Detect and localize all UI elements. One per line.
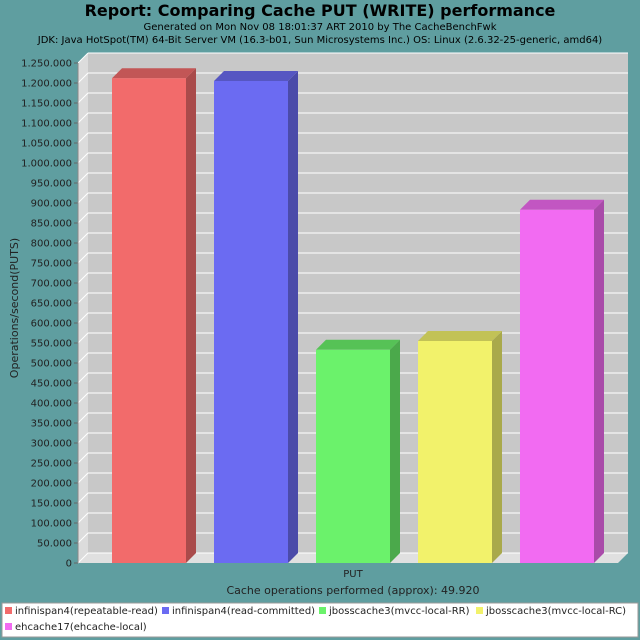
bar-side <box>186 68 196 563</box>
chart-subtitle-1: Generated on Mon Nov 08 18:01:37 ART 201… <box>143 22 496 33</box>
legend-swatch <box>319 607 326 614</box>
bar-side <box>390 339 400 563</box>
grid-line-side <box>77 172 89 184</box>
grid-line-side <box>77 252 89 264</box>
grid-line-side <box>77 352 89 364</box>
legend-label: ehcache17(ehcache-local) <box>15 622 147 633</box>
y-tick-label: 1.150.000 <box>21 99 72 110</box>
y-tick-label: 1.200.000 <box>21 79 72 90</box>
y-tick-label: 1.050.000 <box>21 139 72 150</box>
y-tick-label: 900.000 <box>31 199 72 210</box>
plot-area: 0 50.000 100.000 150.000 200.000 250.000 300.0… <box>21 52 628 570</box>
grid-line-side <box>77 72 89 84</box>
grid-line-side <box>77 412 89 424</box>
y-tick-label: 50.000 <box>37 539 72 550</box>
grid-line-side <box>77 532 89 544</box>
bar-side <box>492 331 502 563</box>
y-axis-label: Operations/second(PUTS) <box>8 238 21 378</box>
y-tick-label: 550.000 <box>31 339 72 350</box>
grid-line-side <box>77 292 89 304</box>
grid-line-side <box>77 192 89 204</box>
y-tick-label: 450.000 <box>31 379 72 390</box>
y-tick-label: 500.000 <box>31 359 72 370</box>
y-axis-ticks: 0 50.000 100.000 150.000 200.000 250.000 300.0… <box>21 59 78 570</box>
grid-line-side <box>77 52 89 64</box>
grid-line-side <box>77 552 89 564</box>
bar-side <box>288 71 298 563</box>
chart-subtitle-2: JDK: Java HotSpot(TM) 64-Bit Server VM (… <box>37 35 603 46</box>
grid-line-side <box>77 272 89 284</box>
bar-1 <box>112 68 196 563</box>
bar-3 <box>316 339 400 563</box>
legend: infinispan4(repeatable-read) infinispan4(… <box>5 606 626 633</box>
plot-left-wall <box>78 53 88 563</box>
bar-5 <box>520 199 604 564</box>
legend-label: jbosscache3(mvcc-local-RR) <box>328 606 470 617</box>
y-tick-label: 600.000 <box>31 319 72 330</box>
y-tick-label: 0 <box>66 559 72 570</box>
y-tick-label: 850.000 <box>31 219 72 230</box>
grid-line-side <box>77 92 89 104</box>
legend-swatch <box>476 607 483 614</box>
y-tick-label: 250.000 <box>31 459 72 470</box>
bar-front <box>316 349 390 563</box>
legend-label: infinispan4(repeatable-read) <box>15 606 158 617</box>
bar-top <box>112 68 196 79</box>
y-tick-label: 1.250.000 <box>21 59 72 70</box>
grid-line-side <box>77 112 89 124</box>
legend-swatch <box>5 607 12 614</box>
grid-line-side <box>77 432 89 444</box>
bar-front <box>214 81 288 563</box>
x-tick-label: PUT <box>343 569 363 580</box>
grid-line-side <box>77 392 89 404</box>
grid-line-side <box>77 312 89 324</box>
bars <box>112 68 604 564</box>
bar-front <box>112 78 186 563</box>
y-tick-label: 750.000 <box>31 259 72 270</box>
grid-line-side <box>77 212 89 224</box>
bar-top <box>316 339 400 350</box>
grid-line-side <box>77 472 89 484</box>
legend-label: jbosscache3(mvcc-local-RC) <box>485 606 626 617</box>
bar-4 <box>418 331 502 563</box>
bar-top <box>214 71 298 81</box>
y-tick-label: 100.000 <box>31 519 72 530</box>
y-tick-label: 1.000.000 <box>21 159 72 170</box>
grid-line-side <box>77 492 89 504</box>
y-tick-label: 650.000 <box>31 299 72 310</box>
chart-title: Report: Comparing Cache PUT (WRITE) perf… <box>85 1 556 20</box>
y-tick-label: 300.000 <box>31 439 72 450</box>
bar-side <box>594 199 604 564</box>
legend-swatch <box>162 607 169 614</box>
y-tick-label: 950.000 <box>31 179 72 190</box>
legend-label: infinispan4(read-committed) <box>172 606 315 617</box>
grid-line-side <box>77 132 89 144</box>
y-tick-label: 350.000 <box>31 419 72 430</box>
grid-line-side <box>77 452 89 464</box>
x-axis-label: Cache operations performed (approx): 49.… <box>226 584 479 597</box>
y-tick-label: 400.000 <box>31 399 72 410</box>
y-tick-label: 800.000 <box>31 239 72 250</box>
bar-front <box>520 209 594 564</box>
grid-line-side <box>77 332 89 344</box>
y-tick-label: 200.000 <box>31 479 72 490</box>
bar-2 <box>214 71 298 563</box>
y-tick-label: 700.000 <box>31 279 72 290</box>
y-tick-label: 1.100.000 <box>21 119 72 130</box>
legend-swatch <box>5 623 12 630</box>
grid-line-side <box>77 232 89 244</box>
bar-top <box>418 331 502 341</box>
grid-line-side <box>77 512 89 524</box>
grid-line-side <box>77 372 89 384</box>
y-tick-label: 150.000 <box>31 499 72 510</box>
grid-line-side <box>77 152 89 164</box>
bar-front <box>418 341 492 563</box>
bar-top <box>520 199 604 210</box>
